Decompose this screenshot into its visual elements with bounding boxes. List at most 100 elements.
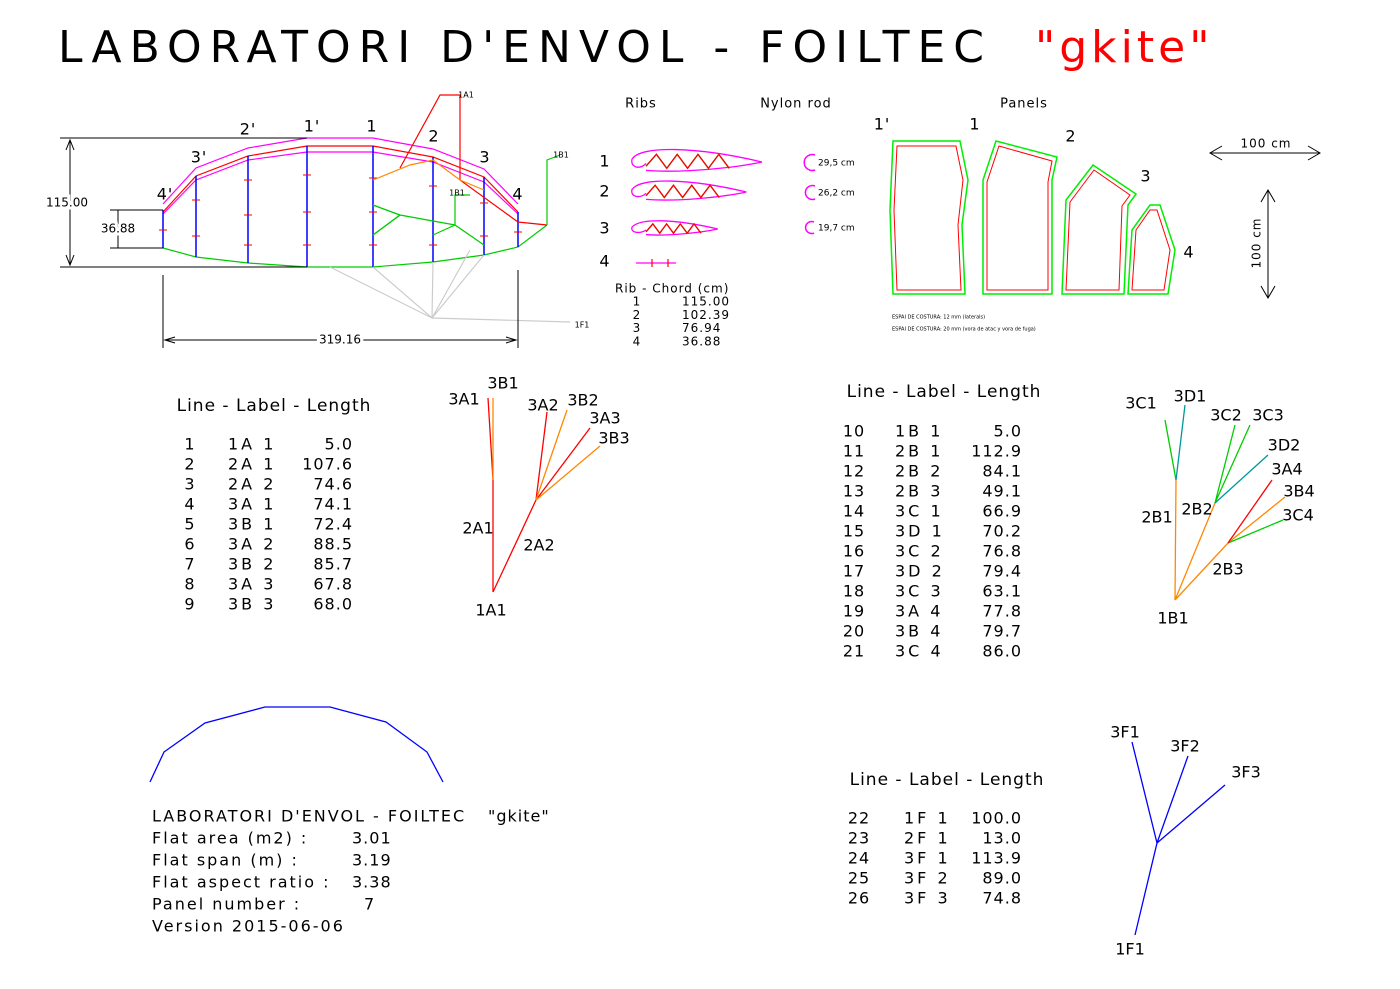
tree-label: 3F1 bbox=[1110, 723, 1140, 742]
line-number: 8 bbox=[184, 575, 195, 594]
heading: Nylon rod bbox=[760, 97, 832, 112]
line-label: 2B 3 bbox=[895, 482, 943, 501]
tree-label: 3A3 bbox=[589, 409, 620, 428]
line-length: 70.2 bbox=[982, 522, 1022, 541]
line-number: 16 bbox=[843, 542, 865, 561]
rib-outline bbox=[645, 222, 702, 235]
tree-label: 2A1 bbox=[462, 519, 493, 538]
rib-label: 3 bbox=[479, 148, 490, 167]
line-length: 5.0 bbox=[994, 422, 1022, 441]
line-label: 3F 1 bbox=[904, 849, 951, 868]
line-number: 24 bbox=[848, 849, 870, 868]
trailing-edge bbox=[162, 224, 548, 268]
cell: 3 bbox=[633, 321, 642, 335]
arch-view bbox=[149, 706, 444, 783]
line-number: 21 bbox=[843, 642, 865, 661]
tree-label: 1F1 bbox=[1115, 940, 1145, 959]
dimension: 36.88 bbox=[101, 222, 135, 236]
line-length: 66.9 bbox=[982, 502, 1022, 521]
line-label: 3F 2 bbox=[904, 869, 951, 888]
rib-number: 1 bbox=[599, 152, 610, 171]
rod-length: 19,7 cm bbox=[818, 224, 855, 234]
line-label: 3C 1 bbox=[895, 502, 944, 521]
line-label: 2B 2 bbox=[895, 462, 943, 481]
rib-profiles bbox=[631, 148, 763, 236]
line-number: 20 bbox=[843, 622, 865, 641]
line-label: 3A 2 bbox=[228, 535, 276, 554]
tree-label: 3D1 bbox=[1174, 387, 1207, 406]
line-number: 3 bbox=[184, 475, 195, 494]
heading: Ribs bbox=[625, 97, 657, 112]
title: LABORATORI D'ENVOL - FOILTEC bbox=[58, 22, 992, 73]
line-number: 15 bbox=[843, 522, 865, 541]
line-label: 3C 4 bbox=[895, 642, 944, 661]
line-number: 12 bbox=[843, 462, 865, 481]
info-label: Version 2015-06-06 bbox=[152, 917, 345, 936]
tree-label: 3C4 bbox=[1282, 506, 1314, 525]
line-length: 13.0 bbox=[982, 829, 1022, 848]
line-number: 13 bbox=[843, 482, 865, 501]
panel-label: 2 bbox=[1065, 127, 1076, 146]
line-length: 77.8 bbox=[982, 602, 1022, 621]
rod-length: 29,5 cm bbox=[818, 159, 855, 169]
dimensions bbox=[60, 137, 519, 348]
info-value: 7 bbox=[364, 895, 375, 914]
line-number: 9 bbox=[184, 595, 195, 614]
info-value: 3.01 bbox=[352, 829, 392, 848]
line-label: 3A 1 bbox=[228, 495, 276, 514]
rib-label: 2 bbox=[428, 127, 439, 146]
line-length: 74.1 bbox=[313, 495, 353, 514]
tree-label: 3C1 bbox=[1125, 394, 1157, 413]
tree-label: 3A1 bbox=[448, 390, 479, 409]
line-number: 2 bbox=[184, 455, 195, 474]
line-number: 11 bbox=[843, 442, 865, 461]
anchor-label: 1B1 bbox=[553, 151, 569, 160]
table-header: Line - Label - Length bbox=[850, 770, 1045, 790]
line-length: 79.7 bbox=[982, 622, 1022, 641]
cell: 76.94 bbox=[682, 321, 721, 335]
a-lines bbox=[399, 94, 548, 226]
tree-b bbox=[1164, 404, 1286, 601]
rib-outline bbox=[631, 148, 763, 172]
table-header: Line - Label - Length bbox=[847, 382, 1042, 402]
info-label: Flat span (m) : bbox=[152, 851, 299, 870]
panel-label: 1' bbox=[874, 115, 891, 134]
line-label: 3B 4 bbox=[895, 622, 943, 641]
rib-label: 2' bbox=[240, 120, 257, 139]
info-value: 3.19 bbox=[352, 851, 392, 870]
line-number: 10 bbox=[843, 422, 865, 441]
cell: 115.00 bbox=[682, 295, 730, 309]
line-length: 74.8 bbox=[982, 889, 1022, 908]
tree-label: 2B1 bbox=[1141, 508, 1172, 527]
info-value: 3.38 bbox=[352, 873, 392, 892]
info-label: Flat area (m2) : bbox=[152, 829, 308, 848]
panels bbox=[889, 140, 1176, 295]
rib-lines bbox=[162, 146, 519, 267]
line-label: 2A 1 bbox=[228, 455, 276, 474]
title-tag: "gkite" bbox=[1035, 22, 1213, 73]
line-ticks bbox=[159, 174, 522, 246]
rod-length: 26,2 cm bbox=[818, 189, 855, 199]
line-label: 3D 1 bbox=[895, 522, 945, 541]
line-length: 67.8 bbox=[313, 575, 353, 594]
tree-f bbox=[1131, 741, 1226, 936]
panel-label: 1 bbox=[969, 115, 980, 134]
line-number: 7 bbox=[184, 555, 195, 574]
rib-label: 4' bbox=[157, 185, 174, 204]
line-label: 1B 1 bbox=[895, 422, 943, 441]
line-number: 14 bbox=[843, 502, 865, 521]
line-length: 89.0 bbox=[982, 869, 1022, 888]
info-label: Panel number : bbox=[152, 895, 301, 914]
line-label: 3B 1 bbox=[228, 515, 276, 534]
line-label: 3B 2 bbox=[228, 555, 276, 574]
cell: 102.39 bbox=[682, 308, 730, 322]
line-length: 68.0 bbox=[313, 595, 353, 614]
rib-number: 4 bbox=[599, 252, 610, 271]
tree-label: 2B3 bbox=[1212, 560, 1243, 579]
rib-outline bbox=[631, 220, 718, 236]
line-label: 1F 1 bbox=[904, 809, 951, 828]
tree-label: 3C3 bbox=[1252, 406, 1284, 425]
scale-arrows bbox=[1209, 145, 1321, 299]
scale-label: 100 cm bbox=[1250, 217, 1264, 268]
